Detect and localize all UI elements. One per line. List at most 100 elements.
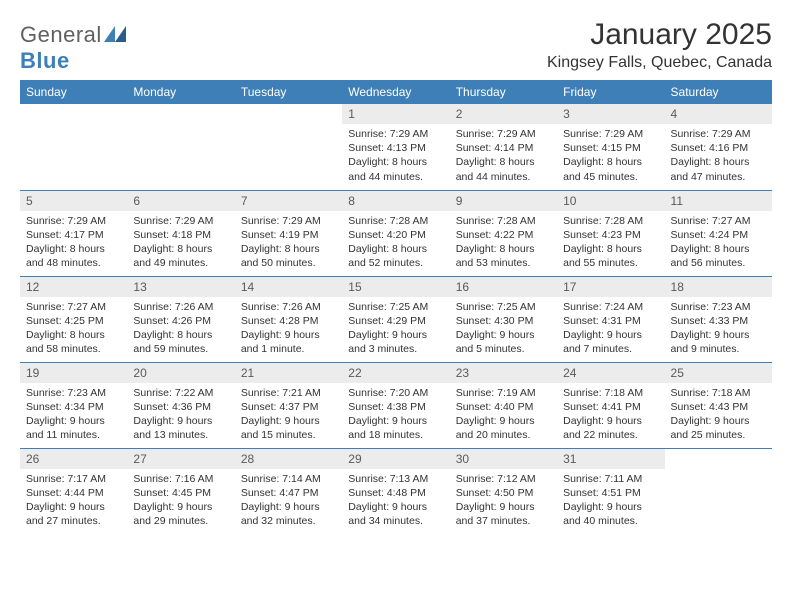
day-number: 11 [665, 191, 772, 211]
calendar-cell: 5Sunrise: 7:29 AMSunset: 4:17 PMDaylight… [20, 190, 127, 276]
day-details: Sunrise: 7:29 AMSunset: 4:17 PMDaylight:… [20, 211, 127, 275]
calendar-cell: 2Sunrise: 7:29 AMSunset: 4:14 PMDaylight… [450, 104, 557, 190]
weekday-header-row: SundayMondayTuesdayWednesdayThursdayFrid… [20, 80, 772, 104]
day-details: Sunrise: 7:29 AMSunset: 4:18 PMDaylight:… [127, 211, 234, 275]
daylight-line: Daylight: 8 hours and 55 minutes. [563, 243, 642, 269]
sunrise-line: Sunrise: 7:20 AM [348, 387, 428, 399]
day-details: Sunrise: 7:25 AMSunset: 4:29 PMDaylight:… [342, 297, 449, 361]
day-number: 22 [342, 363, 449, 383]
sunset-line: Sunset: 4:34 PM [26, 401, 104, 413]
daylight-line: Daylight: 9 hours and 11 minutes. [26, 415, 105, 441]
daylight-line: Daylight: 8 hours and 59 minutes. [133, 329, 212, 355]
day-number: 1 [342, 104, 449, 124]
month-title: January 2025 [547, 18, 772, 52]
calendar-cell: 23Sunrise: 7:19 AMSunset: 4:40 PMDayligh… [450, 362, 557, 448]
sunset-line: Sunset: 4:15 PM [563, 142, 641, 154]
daylight-line: Daylight: 9 hours and 3 minutes. [348, 329, 427, 355]
sunrise-line: Sunrise: 7:29 AM [348, 128, 428, 140]
calendar-cell: 8Sunrise: 7:28 AMSunset: 4:20 PMDaylight… [342, 190, 449, 276]
day-number: 25 [665, 363, 772, 383]
day-number: 6 [127, 191, 234, 211]
calendar-cell: 29Sunrise: 7:13 AMSunset: 4:48 PMDayligh… [342, 448, 449, 534]
day-details: Sunrise: 7:18 AMSunset: 4:43 PMDaylight:… [665, 383, 772, 447]
sunset-line: Sunset: 4:48 PM [348, 487, 426, 499]
calendar-cell: 20Sunrise: 7:22 AMSunset: 4:36 PMDayligh… [127, 362, 234, 448]
sunrise-line: Sunrise: 7:11 AM [563, 473, 642, 485]
sunrise-line: Sunrise: 7:23 AM [671, 301, 751, 313]
sunrise-line: Sunrise: 7:29 AM [241, 215, 321, 227]
calendar-cell: 24Sunrise: 7:18 AMSunset: 4:41 PMDayligh… [557, 362, 664, 448]
sunrise-line: Sunrise: 7:27 AM [26, 301, 106, 313]
day-details: Sunrise: 7:28 AMSunset: 4:23 PMDaylight:… [557, 211, 664, 275]
calendar-cell: 13Sunrise: 7:26 AMSunset: 4:26 PMDayligh… [127, 276, 234, 362]
day-details: Sunrise: 7:22 AMSunset: 4:36 PMDaylight:… [127, 383, 234, 447]
daylight-line: Daylight: 9 hours and 1 minute. [241, 329, 320, 355]
calendar-cell: 16Sunrise: 7:25 AMSunset: 4:30 PMDayligh… [450, 276, 557, 362]
sunset-line: Sunset: 4:38 PM [348, 401, 426, 413]
calendar-cell [665, 448, 772, 534]
day-details: Sunrise: 7:26 AMSunset: 4:28 PMDaylight:… [235, 297, 342, 361]
sunset-line: Sunset: 4:14 PM [456, 142, 534, 154]
day-number: 30 [450, 449, 557, 469]
day-number: 4 [665, 104, 772, 124]
calendar-table: SundayMondayTuesdayWednesdayThursdayFrid… [20, 80, 772, 534]
day-number: 14 [235, 277, 342, 297]
sunset-line: Sunset: 4:51 PM [563, 487, 641, 499]
sunset-line: Sunset: 4:45 PM [133, 487, 211, 499]
day-details: Sunrise: 7:16 AMSunset: 4:45 PMDaylight:… [127, 469, 234, 533]
sunset-line: Sunset: 4:47 PM [241, 487, 319, 499]
daylight-line: Daylight: 9 hours and 15 minutes. [241, 415, 320, 441]
day-number: 12 [20, 277, 127, 297]
day-number: 27 [127, 449, 234, 469]
daylight-line: Daylight: 9 hours and 40 minutes. [563, 501, 642, 527]
day-number: 23 [450, 363, 557, 383]
daylight-line: Daylight: 9 hours and 37 minutes. [456, 501, 535, 527]
sunrise-line: Sunrise: 7:29 AM [133, 215, 213, 227]
calendar-cell: 30Sunrise: 7:12 AMSunset: 4:50 PMDayligh… [450, 448, 557, 534]
daylight-line: Daylight: 8 hours and 47 minutes. [671, 156, 750, 182]
day-number: 9 [450, 191, 557, 211]
day-details: Sunrise: 7:19 AMSunset: 4:40 PMDaylight:… [450, 383, 557, 447]
daylight-line: Daylight: 9 hours and 7 minutes. [563, 329, 642, 355]
calendar-cell: 26Sunrise: 7:17 AMSunset: 4:44 PMDayligh… [20, 448, 127, 534]
calendar-body: 1 Sunrise: 7:29 AM Sunset: 4:13 PM Daylight… [20, 104, 772, 534]
calendar-week-row: 1 Sunrise: 7:29 AM Sunset: 4:13 PM Daylight… [20, 104, 772, 190]
day-number: 26 [20, 449, 127, 469]
day-details: Sunrise: 7:20 AMSunset: 4:38 PMDaylight:… [342, 383, 449, 447]
sunset-line: Sunset: 4:31 PM [563, 315, 641, 327]
calendar-cell: 31Sunrise: 7:11 AMSunset: 4:51 PMDayligh… [557, 448, 664, 534]
brand-mark-icon [104, 22, 126, 48]
brand-text-blue: Blue [20, 48, 70, 73]
day-details: Sunrise: 7:27 AMSunset: 4:25 PMDaylight:… [20, 297, 127, 361]
location-text: Kingsey Falls, Quebec, Canada [547, 54, 772, 72]
weekday-header: Thursday [450, 80, 557, 104]
sunrise-line: Sunrise: 7:16 AM [133, 473, 213, 485]
daylight-line: Daylight: 8 hours and 44 minutes. [456, 156, 535, 182]
sunrise-line: Sunrise: 7:21 AM [241, 387, 321, 399]
sunset-line: Sunset: 4:30 PM [456, 315, 534, 327]
sunrise-line: Sunrise: 7:24 AM [563, 301, 643, 313]
day-number: 19 [20, 363, 127, 383]
sunrise-line: Sunrise: 7:18 AM [563, 387, 643, 399]
day-details: Sunrise: 7:18 AMSunset: 4:41 PMDaylight:… [557, 383, 664, 447]
sunrise-line: Sunrise: 7:29 AM [456, 128, 536, 140]
calendar-week-row: 19Sunrise: 7:23 AMSunset: 4:34 PMDayligh… [20, 362, 772, 448]
weekday-header: Sunday [20, 80, 127, 104]
calendar-cell: 18Sunrise: 7:23 AMSunset: 4:33 PMDayligh… [665, 276, 772, 362]
daylight-line: Daylight: 9 hours and 20 minutes. [456, 415, 535, 441]
daylight-line: Daylight: 8 hours and 58 minutes. [26, 329, 105, 355]
day-details: Sunrise: 7:23 AMSunset: 4:34 PMDaylight:… [20, 383, 127, 447]
calendar-week-row: 26Sunrise: 7:17 AMSunset: 4:44 PMDayligh… [20, 448, 772, 534]
day-details: Sunrise: 7:13 AMSunset: 4:48 PMDaylight:… [342, 469, 449, 533]
weekday-header: Tuesday [235, 80, 342, 104]
sunrise-line: Sunrise: 7:27 AM [671, 215, 751, 227]
sunrise-line: Sunrise: 7:18 AM [671, 387, 751, 399]
sunset-line: Sunset: 4:13 PM [348, 142, 426, 154]
day-details: Sunrise: 7:29 AMSunset: 4:15 PMDaylight:… [557, 124, 664, 188]
weekday-header: Monday [127, 80, 234, 104]
calendar-cell: 22Sunrise: 7:20 AMSunset: 4:38 PMDayligh… [342, 362, 449, 448]
day-number: 17 [557, 277, 664, 297]
sunset-line: Sunset: 4:40 PM [456, 401, 534, 413]
sunset-line: Sunset: 4:29 PM [348, 315, 426, 327]
page-header: GeneralBlue January 2025 Kingsey Falls, … [20, 18, 772, 74]
